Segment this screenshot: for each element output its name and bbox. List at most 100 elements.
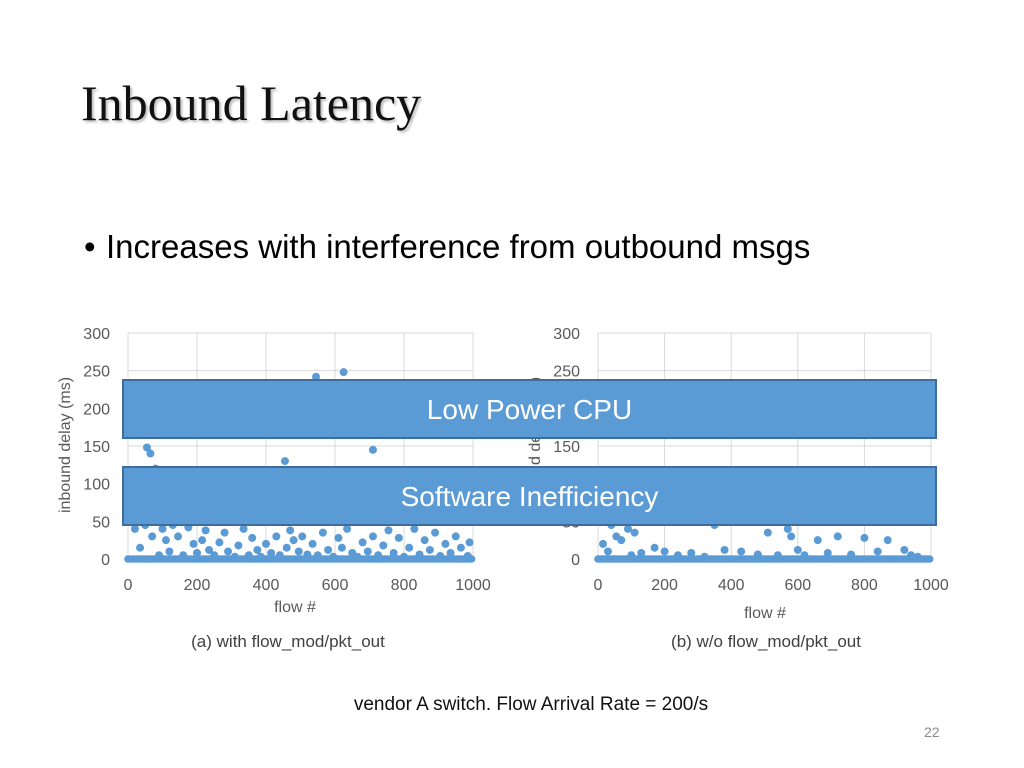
data-point — [146, 449, 155, 458]
data-point — [783, 524, 792, 533]
data-point — [394, 533, 403, 542]
data-point — [883, 536, 892, 545]
overlay-low-power-cpu: Low Power CPU — [122, 379, 937, 439]
data-point — [384, 526, 393, 535]
data-point — [467, 555, 476, 563]
y-tick-label: 150 — [553, 439, 580, 456]
data-point — [289, 536, 298, 545]
x-tick-label: 1000 — [455, 577, 491, 594]
data-point — [465, 538, 474, 547]
data-point — [873, 547, 882, 556]
y-tick-label: 0 — [101, 552, 110, 569]
data-point — [660, 547, 669, 556]
data-point — [267, 548, 276, 557]
data-point — [456, 543, 465, 552]
x-tick-label: 600 — [784, 577, 811, 594]
data-point — [637, 548, 646, 557]
data-point — [220, 528, 229, 537]
data-point — [161, 536, 170, 545]
data-point — [198, 536, 207, 545]
bullet-glyph: • — [84, 228, 96, 265]
data-point — [623, 524, 632, 533]
x-tick-label: 800 — [851, 577, 878, 594]
data-point — [193, 548, 201, 557]
data-point — [389, 548, 398, 557]
data-point — [205, 545, 214, 554]
data-point — [358, 538, 367, 547]
data-point — [833, 532, 842, 541]
y-tick-label: 0 — [571, 552, 580, 569]
bullet-text: Increases with interference from outboun… — [106, 228, 811, 265]
x-tick-label: 400 — [253, 577, 280, 594]
x-tick-label: 600 — [322, 577, 349, 594]
data-point — [136, 543, 145, 552]
x-tick-label: 0 — [124, 577, 133, 594]
data-point — [823, 548, 832, 557]
data-point — [650, 543, 659, 552]
data-point — [189, 539, 198, 548]
y-tick-label: 300 — [83, 326, 110, 343]
data-point — [239, 524, 248, 533]
x-tick-label: 200 — [651, 577, 678, 594]
y-tick-label: 250 — [553, 364, 580, 381]
data-point — [280, 457, 289, 466]
chart-caption: (b) w/o flow_mod/pkt_out — [671, 632, 861, 651]
data-point — [737, 547, 746, 556]
data-point — [617, 536, 626, 545]
data-point — [298, 532, 307, 541]
data-point — [410, 524, 419, 533]
data-point — [441, 539, 450, 548]
data-point — [234, 541, 243, 550]
data-point — [603, 547, 612, 556]
data-point — [793, 545, 802, 554]
y-tick-label: 250 — [83, 364, 110, 381]
data-point — [925, 555, 934, 563]
data-point — [860, 533, 869, 542]
x-tick-label: 800 — [391, 577, 418, 594]
data-point — [253, 545, 262, 554]
data-point — [130, 524, 139, 533]
data-point — [446, 548, 455, 557]
data-point — [308, 539, 317, 548]
data-point — [337, 543, 346, 552]
data-point — [224, 547, 233, 556]
x-tick-label: 200 — [184, 577, 211, 594]
y-tick-label: 150 — [83, 439, 110, 456]
data-point — [720, 545, 729, 554]
footer-note: vendor A switch. Flow Arrival Rate = 200… — [353, 694, 709, 715]
y-tick-label: 200 — [83, 401, 110, 418]
data-point — [142, 443, 151, 452]
data-point — [379, 541, 388, 550]
data-point — [368, 532, 377, 541]
data-point — [201, 526, 210, 535]
data-point — [215, 538, 224, 547]
data-point — [405, 543, 414, 552]
x-tick-label: 0 — [594, 577, 603, 594]
x-axis-label: flow # — [274, 599, 316, 616]
data-point — [763, 528, 772, 537]
slide-title: Inbound Latency — [81, 75, 422, 131]
y-tick-label: 50 — [92, 514, 110, 531]
data-point — [368, 445, 377, 454]
data-point — [294, 547, 303, 556]
data-point — [363, 547, 372, 556]
data-point — [813, 536, 822, 545]
data-point — [343, 524, 352, 533]
data-point — [318, 528, 327, 537]
data-point — [286, 526, 295, 535]
data-point — [431, 528, 440, 537]
y-tick-label: 300 — [553, 326, 580, 343]
data-point — [165, 547, 174, 556]
data-point — [425, 545, 434, 554]
data-point — [174, 532, 183, 541]
bullet-point: • Increases with interference from outbou… — [84, 228, 810, 266]
data-point — [900, 545, 909, 554]
data-point — [282, 543, 291, 552]
data-point — [272, 532, 281, 541]
overlay-software-inefficiency: Software Inefficiency — [122, 466, 937, 526]
data-point — [598, 539, 607, 548]
x-tick-label: 400 — [718, 577, 745, 594]
data-point — [420, 536, 429, 545]
data-point — [687, 548, 696, 557]
data-point — [451, 532, 460, 541]
